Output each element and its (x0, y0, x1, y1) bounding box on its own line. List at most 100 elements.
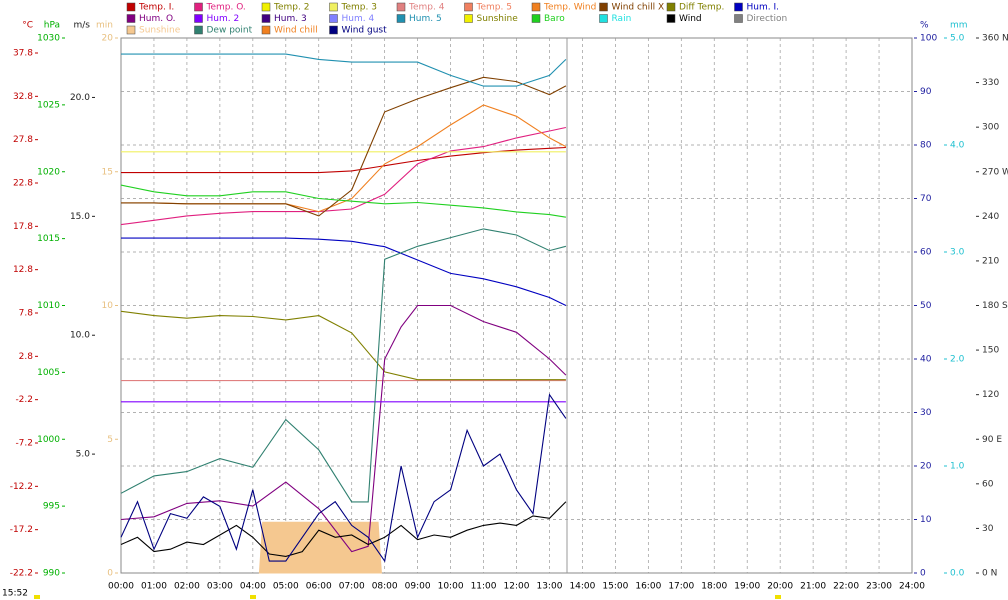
y-tick-label: 22.8 (13, 178, 33, 188)
y-tick-label: -7.2 (15, 438, 33, 448)
y-tick-label: 300 (982, 123, 999, 133)
y-tick-label: 180 S (982, 301, 1008, 311)
y-tick-label: -2.2 (15, 395, 33, 405)
legend-label: Baro (544, 14, 565, 24)
x-tick-label: 20:00 (767, 582, 793, 592)
y-tick-label: 240 (982, 212, 999, 222)
legend-label: Direction (747, 14, 788, 24)
x-tick-label: 17:00 (668, 582, 694, 592)
series-line (120, 310, 566, 381)
x-tick-label: 06:00 (306, 582, 332, 592)
series-line (121, 146, 566, 174)
y-tick-label: 30 (982, 524, 994, 534)
x-tick-label: 24:00 (899, 582, 925, 592)
x-tick-label: 10:00 (438, 582, 464, 592)
y-tick-label: 32.8 (13, 92, 33, 102)
timestamp: 15:52 (2, 589, 28, 599)
y-tick-label: 2.8 (19, 352, 34, 362)
legend-label: Wind chill X (612, 3, 665, 13)
y-tick-label: -22.2 (10, 569, 33, 579)
y-tick-label: 1.0 (950, 462, 965, 472)
y-tick-label: 1005 (37, 368, 60, 378)
y-tick-label: 15.0 (70, 212, 90, 222)
legend-swatch (396, 2, 406, 12)
legend-swatch (396, 14, 406, 23)
axis-unit: min (96, 21, 113, 31)
legend-swatch (464, 14, 473, 23)
y-tick-label: 0 (107, 569, 113, 579)
y-tick-label: 270 W (982, 167, 1008, 177)
y-tick-label: 1025 (37, 100, 60, 110)
legend-label: Wind gust (342, 26, 388, 36)
series-line (121, 53, 567, 87)
y-tick-label: 20.0 (70, 93, 90, 103)
y-tick-label: 1020 (37, 167, 60, 177)
y-tick-label: 0 N (982, 569, 997, 579)
x-tick-label: 12:00 (504, 582, 530, 592)
y-tick-label: 27.8 (13, 135, 33, 145)
legend-swatch (734, 14, 743, 23)
y-tick-label: 1010 (37, 301, 60, 311)
x-tick-label: 04:00 (240, 582, 266, 592)
x-tick-label: 22:00 (833, 582, 859, 592)
legend-swatch (599, 2, 608, 12)
y-tick-label: 0.0 (950, 569, 965, 579)
x-tick-label: 01:00 (141, 582, 167, 592)
y-tick-label: 10.0 (70, 331, 90, 341)
y-tick-label: 40 (920, 355, 932, 365)
y-tick-label: 1030 (37, 34, 60, 44)
y-tick-label: 120 (982, 390, 999, 400)
y-tick-label: 150 (982, 346, 999, 356)
legend-swatch (329, 2, 338, 12)
legend-label: Temp. 2 (273, 3, 309, 13)
y-tick-label: 30 (920, 408, 932, 418)
series-line (120, 304, 567, 553)
series-line (120, 126, 567, 226)
series-line (120, 393, 567, 563)
axis-unit: % (920, 21, 929, 31)
legend-label: Temp. 4 (408, 3, 445, 13)
legend-swatch (261, 14, 271, 23)
y-tick-label: 990 (43, 569, 60, 579)
legend-swatch (126, 2, 136, 12)
y-tick-label: 80 (920, 141, 932, 151)
y-tick-label: 5.0 (76, 450, 91, 460)
x-tick-label: 05:00 (273, 582, 299, 592)
y-tick-label: 2.0 (950, 355, 965, 365)
y-tick-label: 5.0 (950, 34, 965, 44)
legend-swatch (126, 14, 136, 23)
series-line (120, 501, 567, 557)
x-tick-label: 08:00 (372, 582, 398, 592)
legend-label: Hum. 4 (342, 14, 375, 24)
y-tick-label: 7.8 (19, 308, 34, 318)
y-tick-label: 60 (982, 479, 994, 489)
y-tick-label: 0 (920, 569, 926, 579)
y-tick-label: 3.0 (950, 248, 965, 258)
legend-label: Temp. I. (138, 3, 174, 13)
legend-label: Wind chill (274, 26, 318, 36)
legend-label: Hum. 3 (274, 14, 307, 24)
x-tick-label: 16:00 (635, 582, 661, 592)
legend-swatch (666, 14, 676, 23)
y-tick-label: 37.8 (13, 48, 33, 58)
legend-label: Hum. O. (139, 14, 176, 24)
y-tick-label: 20 (920, 462, 932, 472)
legend-swatch (666, 2, 676, 12)
x-tick-label: 03:00 (207, 582, 233, 592)
legend-label: Rain (612, 14, 632, 24)
legend-label: Sunshine (139, 26, 181, 36)
y-tick-label: 50 (920, 301, 932, 311)
y-tick-label: 70 (920, 194, 932, 204)
legend-label: Temp. Wind (543, 3, 596, 13)
y-tick-label: -17.2 (10, 525, 33, 535)
legend-label: Diff Temp. (679, 3, 724, 13)
x-tick-label: 19:00 (734, 582, 760, 592)
legend-swatch (734, 2, 743, 12)
y-tick-label: 4.0 (950, 141, 965, 151)
legend-swatch (194, 25, 203, 35)
legend-label: Hum. 5 (409, 14, 442, 24)
x-tick-label: 11:00 (471, 582, 497, 592)
legend-swatch (329, 25, 338, 35)
y-tick-label: 1015 (37, 234, 60, 244)
